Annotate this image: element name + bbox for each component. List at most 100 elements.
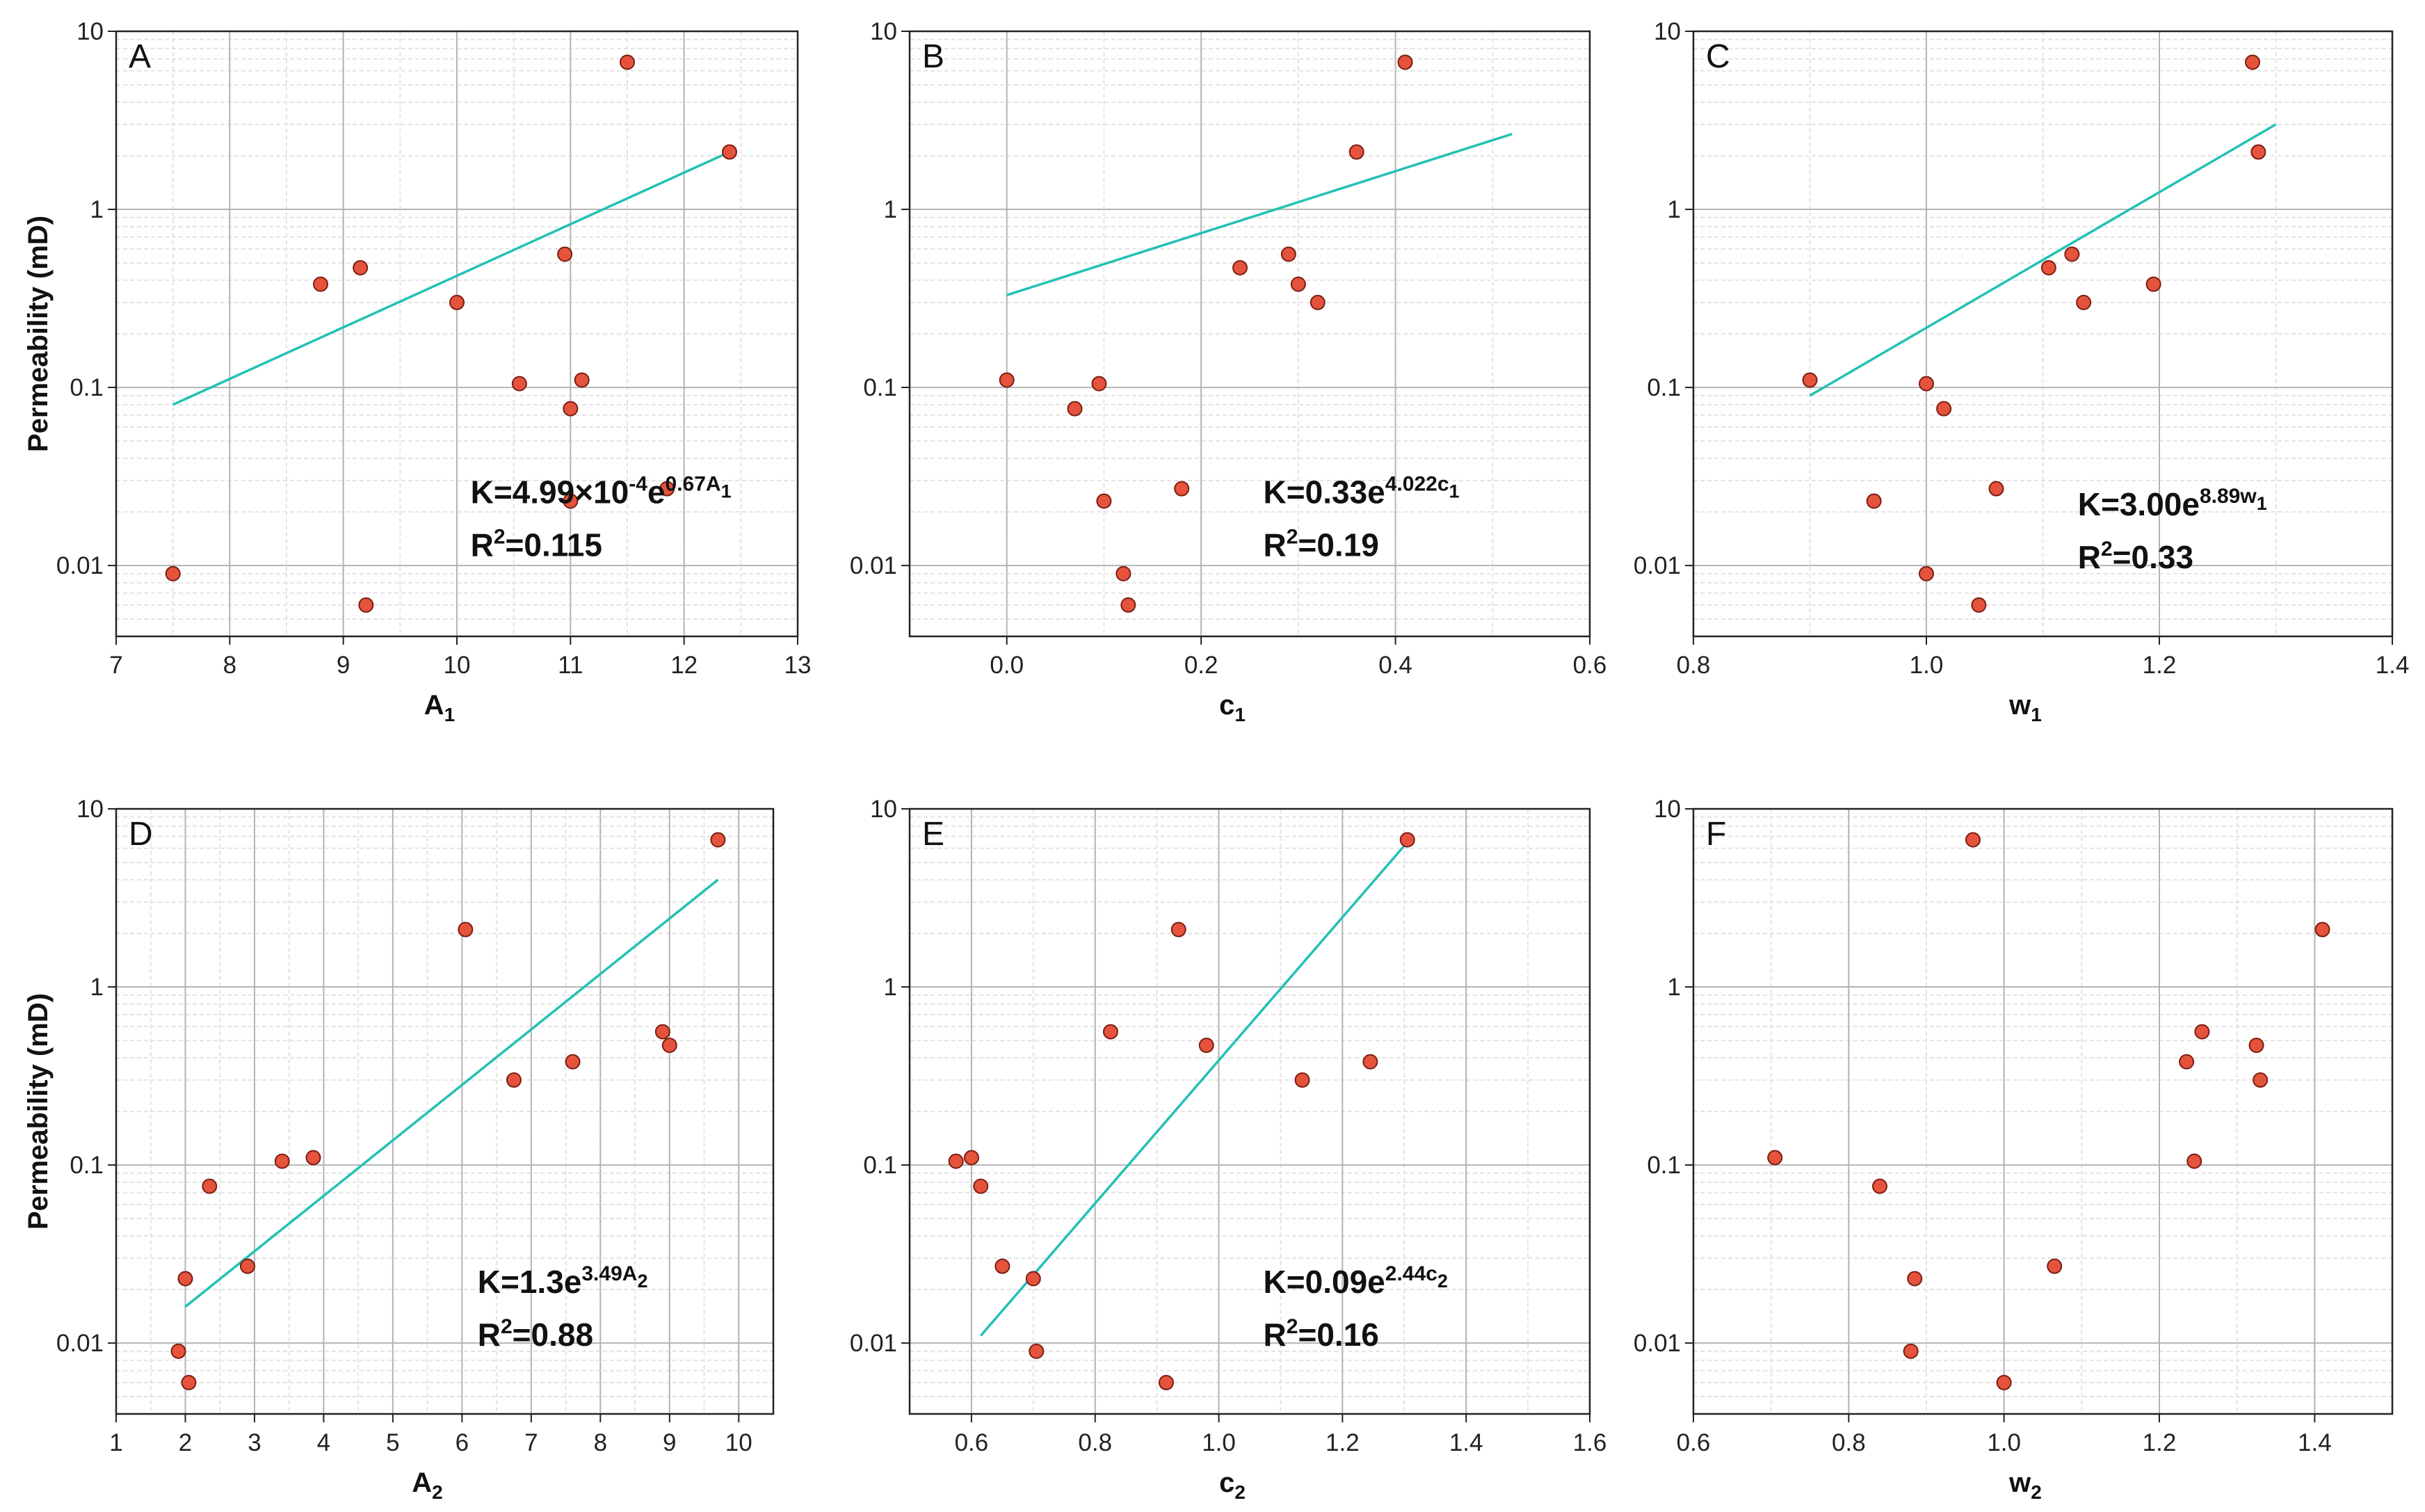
- data-point: [274, 1153, 290, 1169]
- y-tick-label: 0.01: [850, 1330, 897, 1357]
- plot-frame: [1692, 30, 2394, 638]
- r-squared-sup: 2: [494, 526, 506, 549]
- data-point: [710, 832, 726, 848]
- r-squared-text: R2=0.33: [2078, 538, 2193, 575]
- y-tick-label: 0.1: [1647, 1152, 1681, 1179]
- data-point: [449, 294, 465, 310]
- equation-text: K=3.00e8.89w1: [2078, 485, 2267, 522]
- y-tick-label: 0.01: [56, 1330, 104, 1357]
- x-tick-label: 3: [248, 1429, 261, 1456]
- equation-text: K=4.99×10-4e0.67A1: [471, 473, 732, 510]
- x-tick-label: 1.0: [1202, 1429, 1236, 1456]
- panel-label: D: [129, 816, 153, 853]
- data-point: [574, 372, 590, 388]
- r-squared-value: =0.33: [2113, 539, 2193, 575]
- x-axis-title-sub: 2: [1234, 1481, 1246, 1503]
- data-point: [563, 401, 579, 417]
- equation-mid: e: [647, 474, 666, 510]
- data-point: [2076, 294, 2092, 310]
- data-point: [1988, 481, 2004, 497]
- data-point: [170, 1343, 186, 1359]
- y-tick-label: 0.01: [850, 552, 897, 579]
- data-point: [2179, 1054, 2195, 1070]
- data-point: [1399, 832, 1415, 848]
- x-axis-title-base: A: [412, 1467, 432, 1498]
- x-tick-label: 1.2: [2143, 1429, 2177, 1456]
- data-point: [1067, 401, 1083, 417]
- data-point: [1102, 1024, 1118, 1040]
- data-point: [2245, 54, 2260, 70]
- r-squared-sup: 2: [2101, 538, 2113, 561]
- data-point: [353, 259, 369, 275]
- x-tick-label: 1.2: [2143, 652, 2177, 679]
- panel-label: F: [1706, 816, 1726, 853]
- x-tick-label: 0.4: [1378, 652, 1412, 679]
- data-point: [1362, 1054, 1378, 1070]
- r-squared-text: R2=0.19: [1264, 526, 1379, 563]
- equation-sup: 8.89w: [2200, 485, 2257, 508]
- x-tick-label: 6: [456, 1429, 469, 1456]
- data-point: [1903, 1343, 1919, 1359]
- data-point: [557, 246, 573, 262]
- fit-line: [184, 878, 719, 1308]
- x-tick-label: 7: [524, 1429, 538, 1456]
- x-tick-label: 1.4: [2376, 652, 2410, 679]
- r-squared-base: R: [1264, 1317, 1287, 1353]
- x-tick-label: 5: [386, 1429, 399, 1456]
- equation-exp-sub: 2: [637, 1271, 647, 1292]
- fit-line: [1006, 133, 1513, 296]
- x-tick-label: 10: [725, 1429, 752, 1456]
- data-point: [2253, 1072, 2269, 1088]
- data-point: [305, 1150, 321, 1166]
- r-squared-value: =0.16: [1298, 1317, 1378, 1353]
- panel-f: 0.01 0.1 1 10 0.6 0.8 1.0 1.2 1.4 Fw2: [1634, 796, 2394, 1503]
- y-tick-label: 1: [90, 196, 104, 223]
- x-tick-label: 4: [317, 1429, 330, 1456]
- x-axis-title: A1: [424, 690, 455, 725]
- x-tick-label: 0.8: [1832, 1429, 1866, 1456]
- data-point: [565, 1054, 581, 1070]
- data-point: [1866, 493, 1882, 509]
- equation-base: K=0.33e: [1264, 474, 1385, 510]
- x-tick-label: 1.0: [1987, 1429, 2021, 1456]
- data-point: [963, 1150, 979, 1166]
- data-point: [654, 1024, 670, 1040]
- equation-sup: 2.44c: [1385, 1262, 1437, 1285]
- x-axis-title: w2: [2008, 1467, 2042, 1503]
- equation-exp-sub: 1: [721, 481, 732, 502]
- data-point: [659, 481, 675, 497]
- y-tick-label: 10: [1654, 18, 1681, 45]
- data-point: [2040, 259, 2056, 275]
- data-point: [1996, 1374, 2012, 1390]
- r-squared-text: R2=0.88: [478, 1315, 593, 1353]
- equation-base: K=0.09e: [1264, 1264, 1385, 1300]
- data-point: [1802, 372, 1818, 388]
- x-tick-label: 0.6: [955, 1429, 989, 1456]
- r-squared-value: =0.115: [506, 527, 602, 563]
- equation-text: K=0.33e4.022c1: [1264, 473, 1460, 510]
- y-tick-label: 1: [1668, 974, 1681, 1001]
- data-point: [1170, 922, 1186, 938]
- data-point: [620, 54, 635, 70]
- r-squared-value: =0.19: [1298, 527, 1378, 563]
- data-point: [177, 1271, 193, 1287]
- r-squared-sup: 2: [1287, 526, 1298, 549]
- x-tick-label: 0.6: [1677, 1429, 1711, 1456]
- data-point: [2186, 1153, 2202, 1169]
- x-axis-title: A2: [412, 1467, 442, 1503]
- data-point: [1115, 565, 1131, 581]
- data-point: [1232, 259, 1248, 275]
- plot-frame: [908, 30, 1591, 638]
- x-axis-title-sub: 2: [432, 1481, 443, 1503]
- plot-frame: [1692, 807, 2394, 1415]
- x-axis-title-base: w: [2008, 690, 2031, 721]
- equation-text: K=0.09e2.44c2: [1264, 1262, 1448, 1300]
- data-point: [1025, 1271, 1041, 1287]
- data-point: [1290, 276, 1306, 292]
- x-tick-label: 0.0: [990, 652, 1024, 679]
- data-point: [1919, 565, 1934, 581]
- equation-sup: 3.49A: [581, 1262, 637, 1285]
- equation-base: K=3.00e: [2078, 486, 2200, 522]
- y-axis-title: Permeability (mD): [23, 216, 54, 452]
